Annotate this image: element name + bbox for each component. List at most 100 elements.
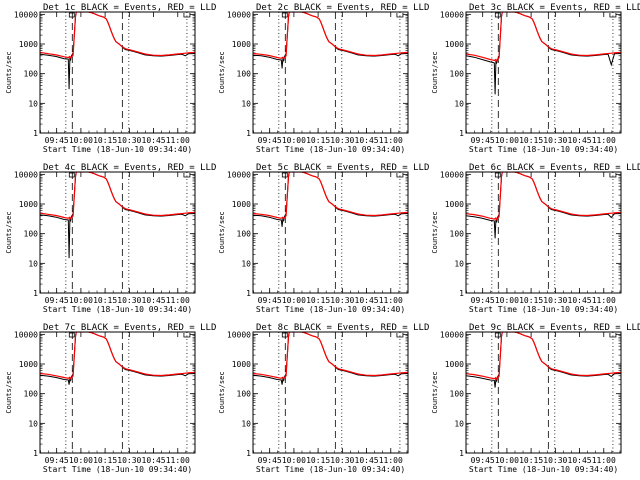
- x-tick-label: 10:30: [543, 456, 567, 465]
- interval-marker-box: [68, 332, 75, 338]
- y-tick-label: 1000: [445, 360, 464, 369]
- y-tick-label: 10000: [14, 330, 38, 339]
- detector-panel: Det 6c BLACK = Events, RED = LLD Counts/s…: [431, 163, 640, 314]
- y-tick-label: 1: [459, 449, 464, 458]
- series-line-lld: [466, 12, 621, 63]
- detector-panel: Det 4c BLACK = Events, RED = LLD Counts/s…: [5, 163, 216, 314]
- x-tick-label: 09:45: [45, 296, 69, 305]
- series-line-lld: [40, 332, 195, 380]
- x-tick-label: 11:00: [379, 296, 403, 305]
- x-tick-label: 11:00: [166, 456, 190, 465]
- x-tick-label: 10:30: [543, 296, 567, 305]
- y-tick-label: 10: [454, 259, 464, 268]
- x-tick-label: 11:00: [166, 296, 190, 305]
- y-tick-label: 100: [237, 390, 252, 399]
- x-tick-label: 11:00: [166, 136, 190, 145]
- x-tick-label: 09:45: [45, 136, 69, 145]
- y-axis-label: Counts/sec: [5, 211, 13, 253]
- x-tick-label: 10:45: [355, 296, 379, 305]
- y-tick-label: 10: [241, 419, 251, 428]
- y-axis-label: Counts/sec: [5, 371, 13, 413]
- x-tick-label: 10:15: [93, 456, 117, 465]
- y-axis-label: Counts/sec: [431, 371, 439, 413]
- y-tick-label: 10: [241, 259, 251, 268]
- interval-marker-box: [281, 172, 288, 178]
- plot-frame: [39, 331, 196, 454]
- interval-marker-box: [494, 332, 501, 338]
- x-tick-label: 10:30: [117, 296, 141, 305]
- interval-marker-box: [281, 332, 288, 338]
- detector-panel: Det 2c BLACK = Events, RED = LLD Counts/s…: [218, 3, 429, 154]
- x-tick-label: 10:30: [330, 136, 354, 145]
- y-tick-label: 10000: [227, 170, 251, 179]
- y-tick-label: 10000: [440, 10, 464, 19]
- x-tick-label: 10:30: [543, 136, 567, 145]
- x-tick-label: 09:45: [471, 296, 495, 305]
- detector-panel: Det 7c BLACK = Events, RED = LLD Counts/s…: [5, 323, 216, 474]
- x-tick-label: 10:00: [495, 456, 519, 465]
- x-tick-label: 10:15: [306, 456, 330, 465]
- detector-panel: Det 9c BLACK = Events, RED = LLD Counts/s…: [431, 323, 640, 474]
- y-tick-label: 10000: [440, 170, 464, 179]
- series-line-lld: [40, 172, 195, 220]
- y-tick-label: 1: [33, 449, 38, 458]
- panel-title: Det 9c BLACK = Events, RED = LLD: [469, 323, 640, 333]
- series-line-lld: [253, 332, 408, 380]
- x-tick-label: 10:45: [142, 136, 166, 145]
- x-axis-label: Start Time (18-Jun-10 09:34:40): [256, 145, 405, 154]
- series-line-lld: [253, 172, 408, 220]
- detector-panel: Det 3c BLACK = Events, RED = LLD Counts/s…: [431, 3, 640, 154]
- y-tick-label: 1: [246, 129, 251, 138]
- interval-marker-bracket: [183, 13, 191, 18]
- detector-panel: Det 1c BLACK = Events, RED = LLD Counts/s…: [5, 3, 216, 154]
- y-tick-label: 100: [450, 230, 465, 239]
- y-tick-label: 100: [237, 70, 252, 79]
- series-line-lld: [466, 172, 621, 221]
- x-tick-label: 11:00: [592, 296, 616, 305]
- panel-title: Det 7c BLACK = Events, RED = LLD: [43, 323, 216, 333]
- x-tick-label: 09:45: [258, 136, 282, 145]
- x-axis-label: Start Time (18-Jun-10 09:34:40): [43, 465, 192, 474]
- series-line-lld: [40, 12, 195, 59]
- x-tick-label: 11:00: [379, 456, 403, 465]
- x-tick-label: 09:45: [471, 456, 495, 465]
- x-tick-label: 10:45: [142, 456, 166, 465]
- x-tick-label: 10:00: [69, 456, 93, 465]
- interval-marker-bracket: [396, 333, 404, 338]
- y-tick-label: 1000: [19, 40, 38, 49]
- x-tick-label: 10:00: [69, 296, 93, 305]
- y-tick-label: 100: [24, 70, 39, 79]
- y-tick-label: 1000: [445, 200, 464, 209]
- y-tick-label: 10: [454, 99, 464, 108]
- y-tick-label: 1000: [232, 200, 251, 209]
- interval-marker-bracket: [396, 13, 404, 18]
- x-tick-label: 11:00: [379, 136, 403, 145]
- x-tick-label: 10:00: [282, 456, 306, 465]
- y-tick-label: 10: [241, 99, 251, 108]
- y-tick-label: 10: [28, 99, 38, 108]
- y-axis-label: Counts/sec: [218, 51, 226, 93]
- interval-marker-box: [68, 12, 75, 18]
- x-tick-label: 10:45: [355, 136, 379, 145]
- x-tick-label: 10:00: [282, 136, 306, 145]
- x-tick-label: 10:15: [519, 296, 543, 305]
- panel-title: Det 2c BLACK = Events, RED = LLD: [256, 3, 429, 13]
- y-tick-label: 10000: [227, 10, 251, 19]
- panel-title: Det 1c BLACK = Events, RED = LLD: [43, 3, 216, 13]
- y-tick-label: 100: [237, 230, 252, 239]
- interval-marker-bracket: [609, 13, 617, 18]
- series-line-lld: [253, 12, 408, 60]
- interval-marker-box: [494, 172, 501, 178]
- x-tick-label: 10:30: [117, 136, 141, 145]
- x-tick-label: 10:00: [69, 136, 93, 145]
- x-tick-label: 10:45: [142, 296, 166, 305]
- y-tick-label: 1000: [19, 200, 38, 209]
- x-tick-label: 10:30: [117, 456, 141, 465]
- y-tick-label: 100: [24, 390, 39, 399]
- y-tick-label: 100: [24, 230, 39, 239]
- x-tick-label: 10:00: [495, 296, 519, 305]
- y-tick-label: 1: [33, 289, 38, 298]
- y-tick-label: 10000: [440, 330, 464, 339]
